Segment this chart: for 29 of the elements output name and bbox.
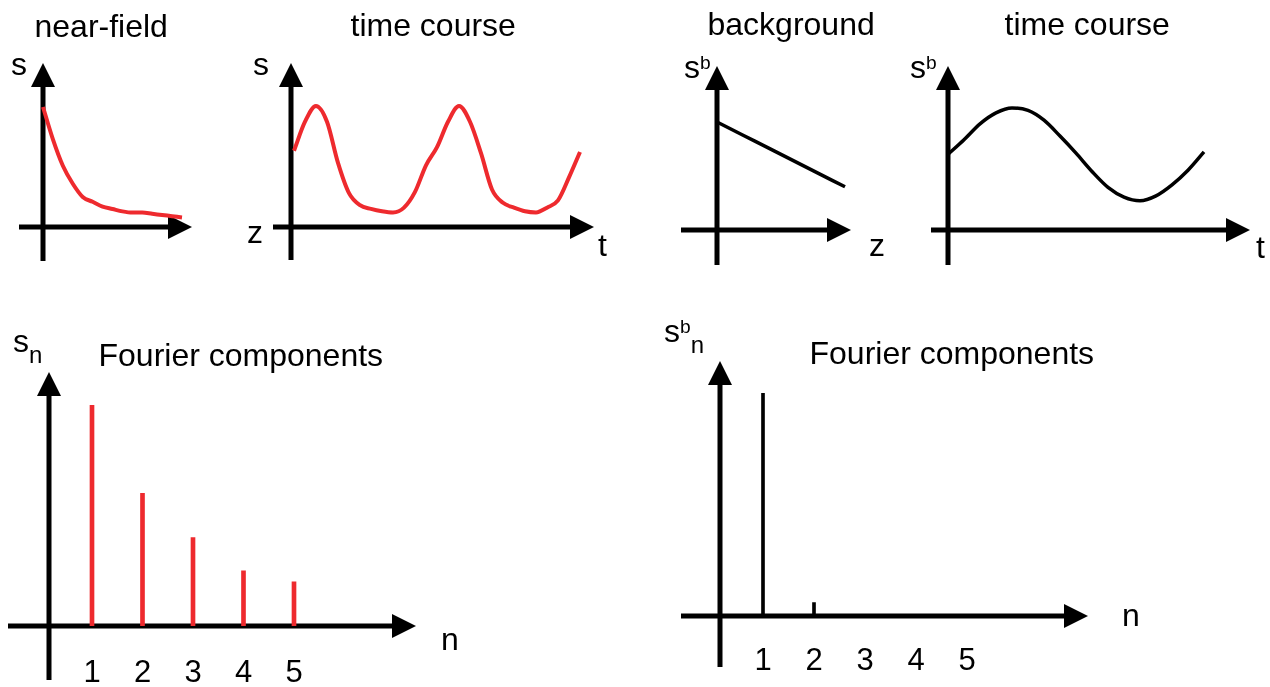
bar — [241, 570, 246, 626]
x-tick-label: 3 — [184, 654, 202, 687]
x-tick-label: 1 — [754, 642, 772, 678]
x-axis-title: t — [1256, 228, 1265, 267]
y-axis-title: s$_{n}$ — [13, 322, 43, 370]
y-axis-title: s$^{b}$ — [684, 48, 711, 87]
x-axis-title: n — [1122, 596, 1140, 635]
chart-title: background — [707, 5, 875, 44]
chart-title: time course — [350, 6, 516, 45]
x-axis-title: t — [598, 226, 607, 265]
x-axis-title: z — [869, 226, 885, 265]
x-axis-title: n — [441, 620, 459, 659]
x-axis-title: z — [247, 213, 263, 252]
chart-title: Fourier components — [809, 334, 1095, 373]
y-axis-title: s$^{b}$ — [910, 48, 937, 87]
x-tick-label: 2 — [133, 654, 152, 687]
x-tick-label: 5 — [958, 642, 976, 678]
x-tick-label: 3 — [856, 642, 874, 678]
chart-title: Fourier components — [98, 336, 384, 375]
x-tick-label: 1 — [83, 654, 101, 687]
x-tick-label: 5 — [285, 654, 303, 687]
chart-title: near-field — [34, 7, 168, 46]
bar — [140, 493, 145, 626]
chart-title: time course — [1004, 5, 1170, 44]
y-axis-title: s — [253, 45, 269, 84]
x-tick-label: 4 — [907, 642, 925, 678]
x-tick-label: 2 — [805, 642, 823, 678]
x-tick-label: 4 — [234, 654, 253, 687]
y-axis-title: s — [11, 45, 27, 84]
